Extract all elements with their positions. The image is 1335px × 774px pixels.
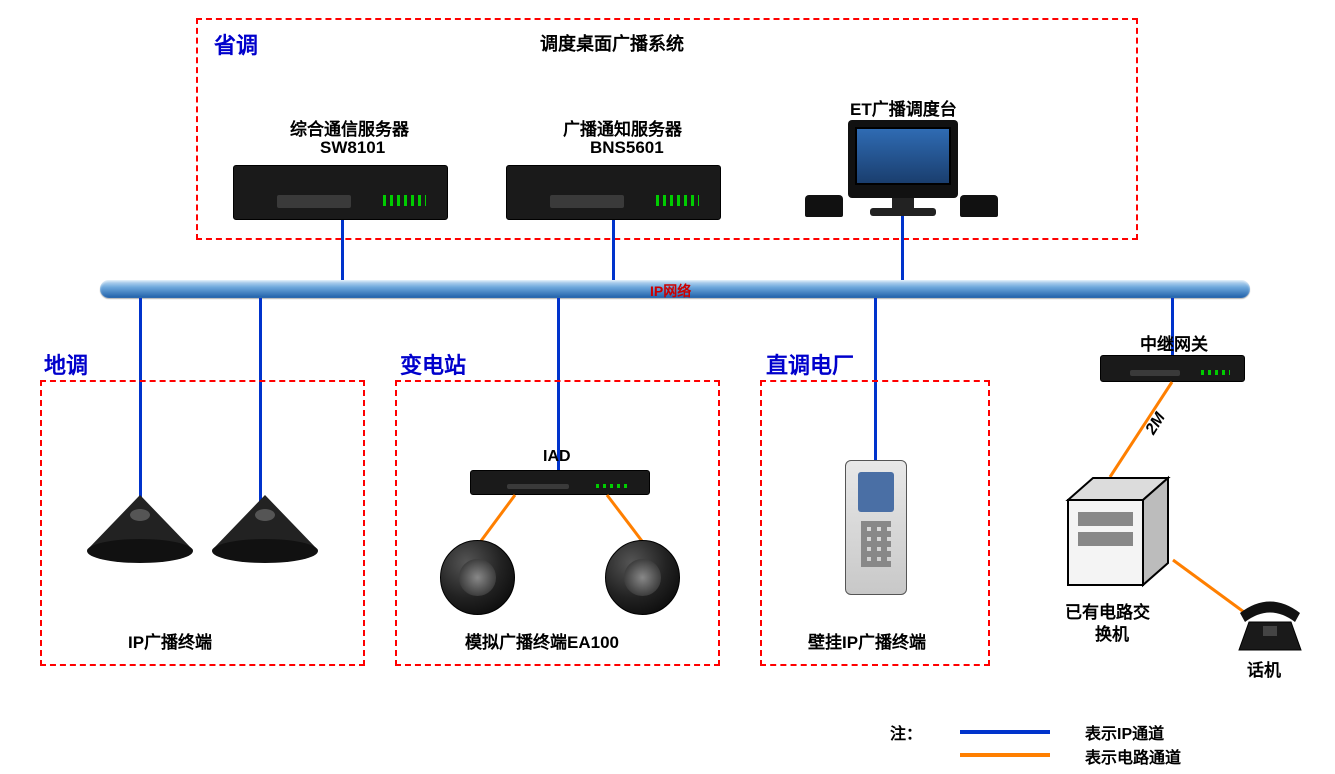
legend-circuit-line xyxy=(960,753,1050,757)
wall-terminal-label: 壁挂IP广播终端 xyxy=(808,628,926,653)
comm-server-label1: 综合通信服务器 xyxy=(290,115,409,140)
region-powerplant-label: 直调电厂 xyxy=(766,348,854,380)
et-console-stand-icon xyxy=(892,198,914,208)
ip-line-comm xyxy=(341,220,344,280)
ip-line-et xyxy=(901,216,904,280)
analog-terminal-label: 模拟广播终端EA100 xyxy=(465,628,619,653)
trunk-gateway-label: 中继网关 xyxy=(1140,330,1208,355)
region-province-label: 省调 xyxy=(214,28,258,60)
iad-icon xyxy=(470,470,650,495)
legend-prefix: 注： xyxy=(890,720,922,744)
bns-server-label1: 广播通知服务器 xyxy=(563,115,682,140)
bns-server-icon xyxy=(506,165,721,220)
legend-ip-line xyxy=(960,730,1050,734)
legend-circuit-text: 表示电路通道 xyxy=(1085,744,1181,768)
ip-terminal-1-icon xyxy=(85,495,195,565)
comm-server-label2: SW8101 xyxy=(320,138,385,158)
ip-line-bns xyxy=(612,220,615,280)
iad-label: IAD xyxy=(543,448,571,466)
comm-server-icon xyxy=(233,165,448,220)
phone-label: 话机 xyxy=(1247,656,1281,681)
analog-terminal-1-icon xyxy=(440,540,515,615)
analog-terminal-2-icon xyxy=(605,540,680,615)
diagram-title: 调度桌面广播系统 xyxy=(540,30,684,56)
wall-terminal-icon xyxy=(845,460,907,595)
et-console-label: ET广播调度台 xyxy=(850,95,957,120)
ip-network-label: IP网络 xyxy=(650,281,691,301)
existing-switch-icon xyxy=(1048,470,1178,595)
ip-terminal-2-icon xyxy=(210,495,320,565)
circuit-line-2m xyxy=(1095,382,1185,482)
bns-server-label2: BNS5601 xyxy=(590,138,664,158)
phone-icon xyxy=(1235,598,1305,653)
region-substation xyxy=(395,380,720,666)
region-district-label: 地调 xyxy=(44,348,88,380)
et-console-phone-right-icon xyxy=(960,195,998,217)
ip-terminal-label: IP广播终端 xyxy=(128,628,212,653)
legend-ip-text: 表示IP通道 xyxy=(1085,720,1164,744)
et-console-screen-icon xyxy=(855,127,951,185)
et-console-phone-left-icon xyxy=(805,195,843,217)
existing-switch-label2: 换机 xyxy=(1095,620,1129,645)
trunk-gateway-icon xyxy=(1100,355,1245,382)
region-substation-label: 变电站 xyxy=(400,348,466,380)
et-console-base-icon xyxy=(870,208,936,216)
